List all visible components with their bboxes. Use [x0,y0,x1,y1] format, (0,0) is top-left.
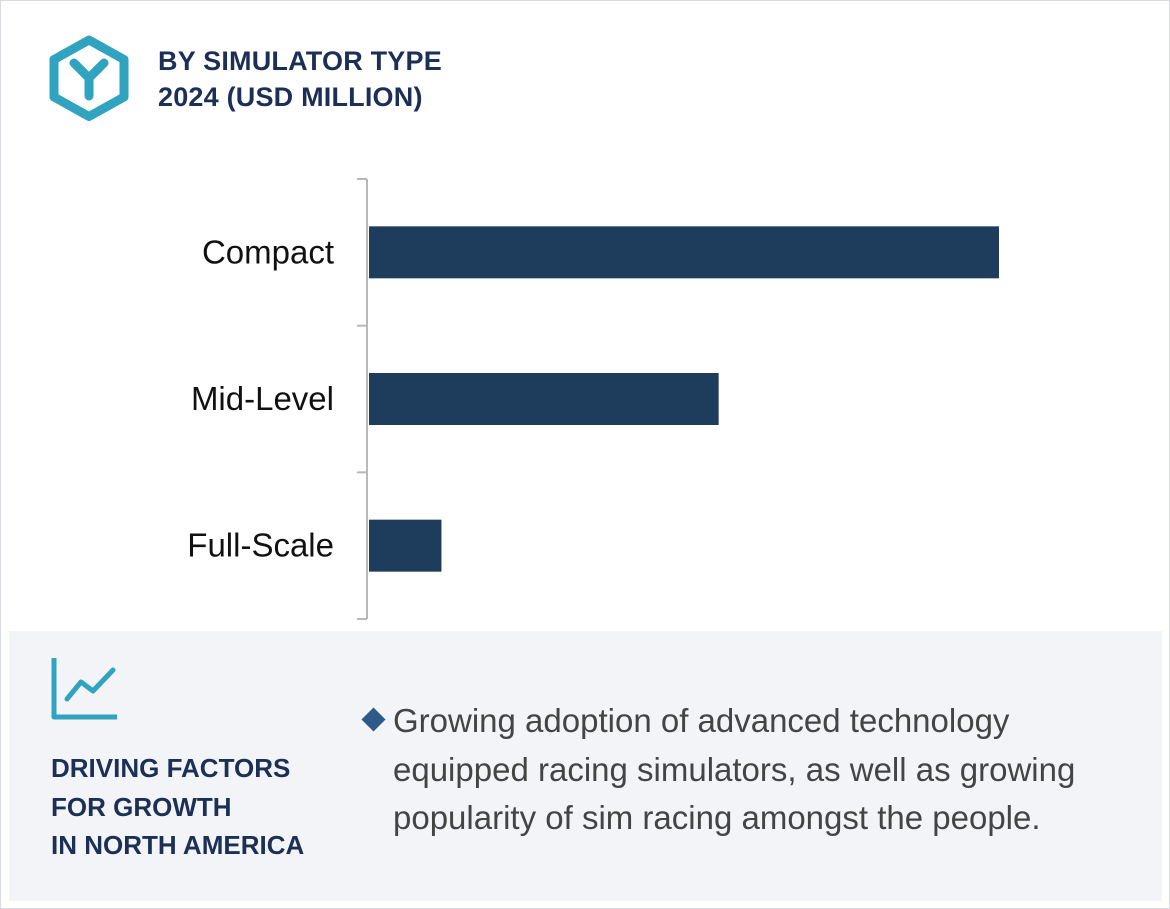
bar-full-scale [369,519,442,572]
driving-factors-line-2: FOR GROWTH [51,791,232,822]
chart-title: BY SIMULATOR TYPE 2024 (USD MILLION) [158,43,558,115]
driving-factors-line-3: IN NORTH AMERICA [51,830,305,860]
driving-factors-line-1: DRIVING FACTORS [51,753,291,783]
bar-compact [369,226,999,279]
title-line-2: 2024 (USD MILLION) [158,82,423,112]
category-label: Full-Scale [187,527,334,564]
line-chart-trend-icon [51,658,117,720]
driving-factors-panel: DRIVING FACTORS FOR GROWTH IN NORTH AMER… [9,631,1162,901]
category-label: Compact [202,233,334,270]
bullet-text: Growing adoption of advanced technology … [393,702,1076,836]
bar-chart: Compact Mid-Level Full-Scale [187,178,999,620]
driving-factors-title: DRIVING FACTORS FOR GROWTH IN NORTH AMER… [51,749,351,865]
category-label: Mid-Level [191,380,334,417]
hexagon-y-logo-icon [49,35,129,121]
diamond-bullet-icon [361,707,386,732]
title-line-1: BY SIMULATOR TYPE [158,46,442,76]
bar-mid-level [369,373,719,425]
